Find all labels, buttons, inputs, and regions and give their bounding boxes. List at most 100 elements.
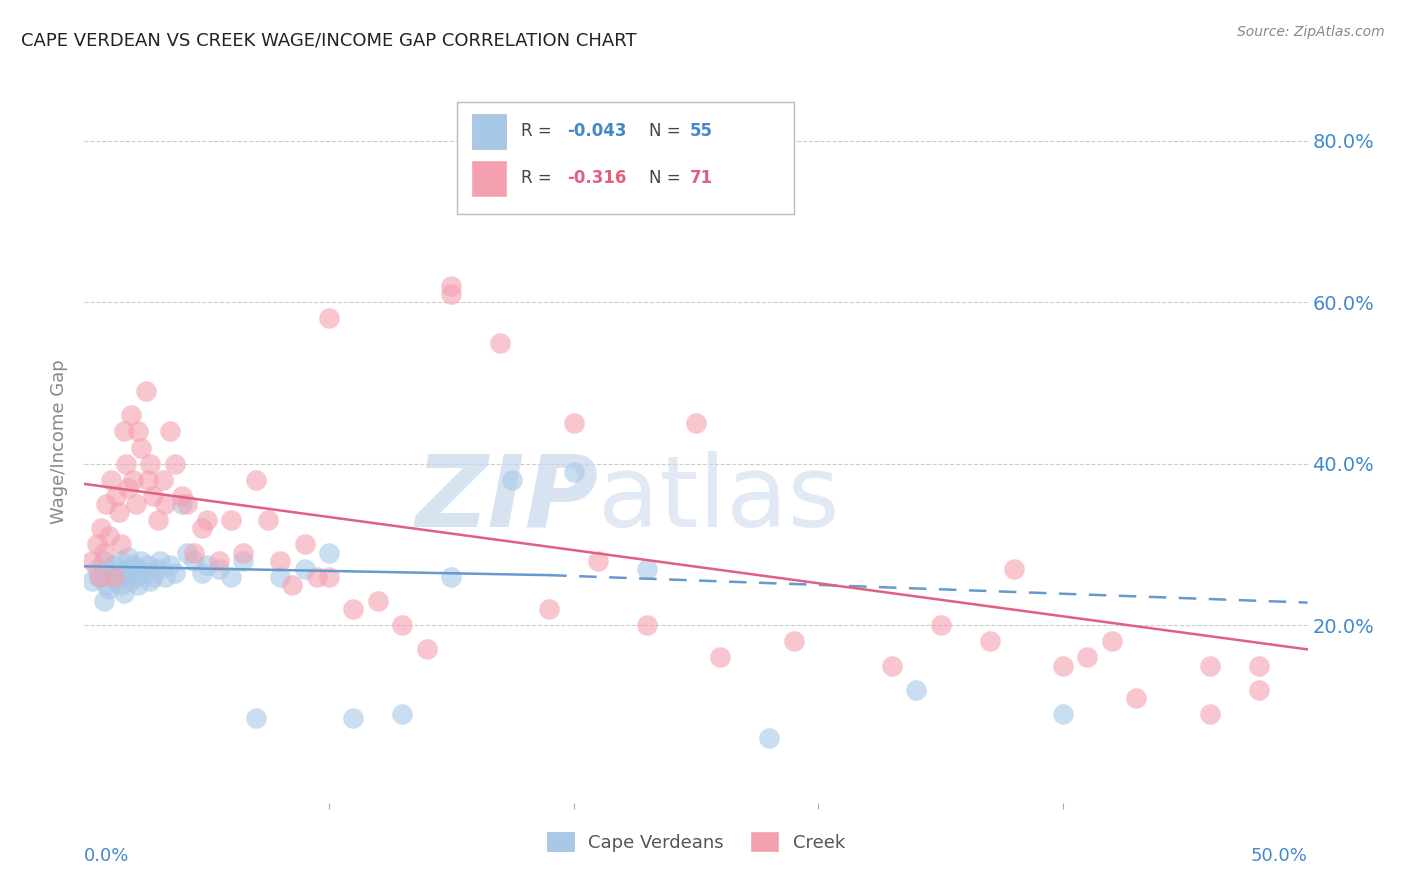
- Point: [86, 562, 108, 576]
- Point: [195, 513, 218, 527]
- Point: [685, 417, 707, 431]
- Text: atlas: atlas: [598, 450, 839, 548]
- Point: [115, 457, 138, 471]
- Point: [115, 562, 138, 576]
- Point: [440, 570, 463, 584]
- Point: [93, 545, 115, 559]
- Point: [905, 682, 928, 697]
- Point: [112, 425, 135, 439]
- Point: [107, 566, 129, 580]
- Point: [219, 570, 242, 584]
- FancyBboxPatch shape: [472, 114, 506, 149]
- Point: [100, 570, 122, 584]
- Point: [97, 562, 120, 576]
- Point: [100, 473, 122, 487]
- Point: [146, 562, 169, 576]
- Point: [96, 497, 118, 511]
- Point: [127, 578, 149, 592]
- Point: [294, 537, 316, 551]
- Point: [172, 497, 194, 511]
- Point: [318, 545, 340, 559]
- Point: [96, 578, 118, 592]
- Point: [176, 545, 198, 559]
- Point: [110, 537, 132, 551]
- Point: [122, 558, 145, 572]
- Text: 71: 71: [690, 169, 713, 186]
- Point: [318, 570, 340, 584]
- Point: [117, 481, 139, 495]
- Point: [129, 441, 152, 455]
- Point: [135, 566, 157, 580]
- Point: [117, 549, 139, 564]
- Point: [195, 558, 218, 572]
- Point: [103, 570, 125, 584]
- Point: [127, 562, 149, 576]
- Point: [1125, 690, 1147, 705]
- Point: [269, 553, 291, 567]
- Text: -0.316: -0.316: [568, 169, 627, 186]
- Text: 55: 55: [690, 122, 713, 140]
- Point: [367, 594, 389, 608]
- Point: [1247, 682, 1270, 697]
- Point: [440, 279, 463, 293]
- Point: [489, 335, 512, 350]
- Point: [139, 457, 162, 471]
- Point: [245, 711, 267, 725]
- Point: [305, 570, 328, 584]
- Point: [318, 311, 340, 326]
- Point: [163, 457, 186, 471]
- Point: [208, 562, 231, 576]
- Point: [129, 553, 152, 567]
- Point: [880, 658, 903, 673]
- Point: [1052, 658, 1074, 673]
- Point: [149, 553, 172, 567]
- Point: [783, 634, 806, 648]
- Point: [245, 473, 267, 487]
- Point: [159, 425, 181, 439]
- Point: [342, 602, 364, 616]
- Point: [112, 586, 135, 600]
- Point: [502, 473, 524, 487]
- Text: R =: R =: [522, 169, 562, 186]
- Point: [269, 570, 291, 584]
- Point: [153, 570, 176, 584]
- Point: [586, 553, 609, 567]
- Point: [142, 570, 165, 584]
- Point: [110, 578, 132, 592]
- Point: [127, 425, 149, 439]
- Point: [136, 558, 159, 572]
- Point: [562, 417, 585, 431]
- Point: [125, 570, 148, 584]
- Point: [1101, 634, 1123, 648]
- Point: [1198, 706, 1220, 721]
- Point: [342, 711, 364, 725]
- Point: [1247, 658, 1270, 673]
- Text: N =: N =: [650, 169, 686, 186]
- Text: ZIP: ZIP: [415, 450, 598, 548]
- Point: [636, 562, 658, 576]
- Point: [758, 731, 780, 746]
- Point: [103, 558, 125, 572]
- Point: [90, 521, 112, 535]
- Point: [105, 574, 128, 588]
- Text: R =: R =: [522, 122, 557, 140]
- Point: [163, 566, 186, 580]
- Point: [120, 574, 142, 588]
- Point: [191, 566, 214, 580]
- Point: [122, 566, 145, 580]
- Point: [80, 553, 103, 567]
- Point: [97, 529, 120, 543]
- Text: CAPE VERDEAN VS CREEK WAGE/INCOME GAP CORRELATION CHART: CAPE VERDEAN VS CREEK WAGE/INCOME GAP CO…: [21, 31, 637, 49]
- Point: [152, 473, 174, 487]
- Point: [979, 634, 1001, 648]
- Point: [281, 578, 304, 592]
- Point: [1002, 562, 1025, 576]
- Point: [176, 497, 198, 511]
- Point: [122, 473, 145, 487]
- Text: N =: N =: [650, 122, 686, 140]
- Point: [416, 642, 439, 657]
- Y-axis label: Wage/Income Gap: Wage/Income Gap: [51, 359, 69, 524]
- Point: [709, 650, 731, 665]
- Point: [110, 553, 132, 567]
- Point: [172, 489, 194, 503]
